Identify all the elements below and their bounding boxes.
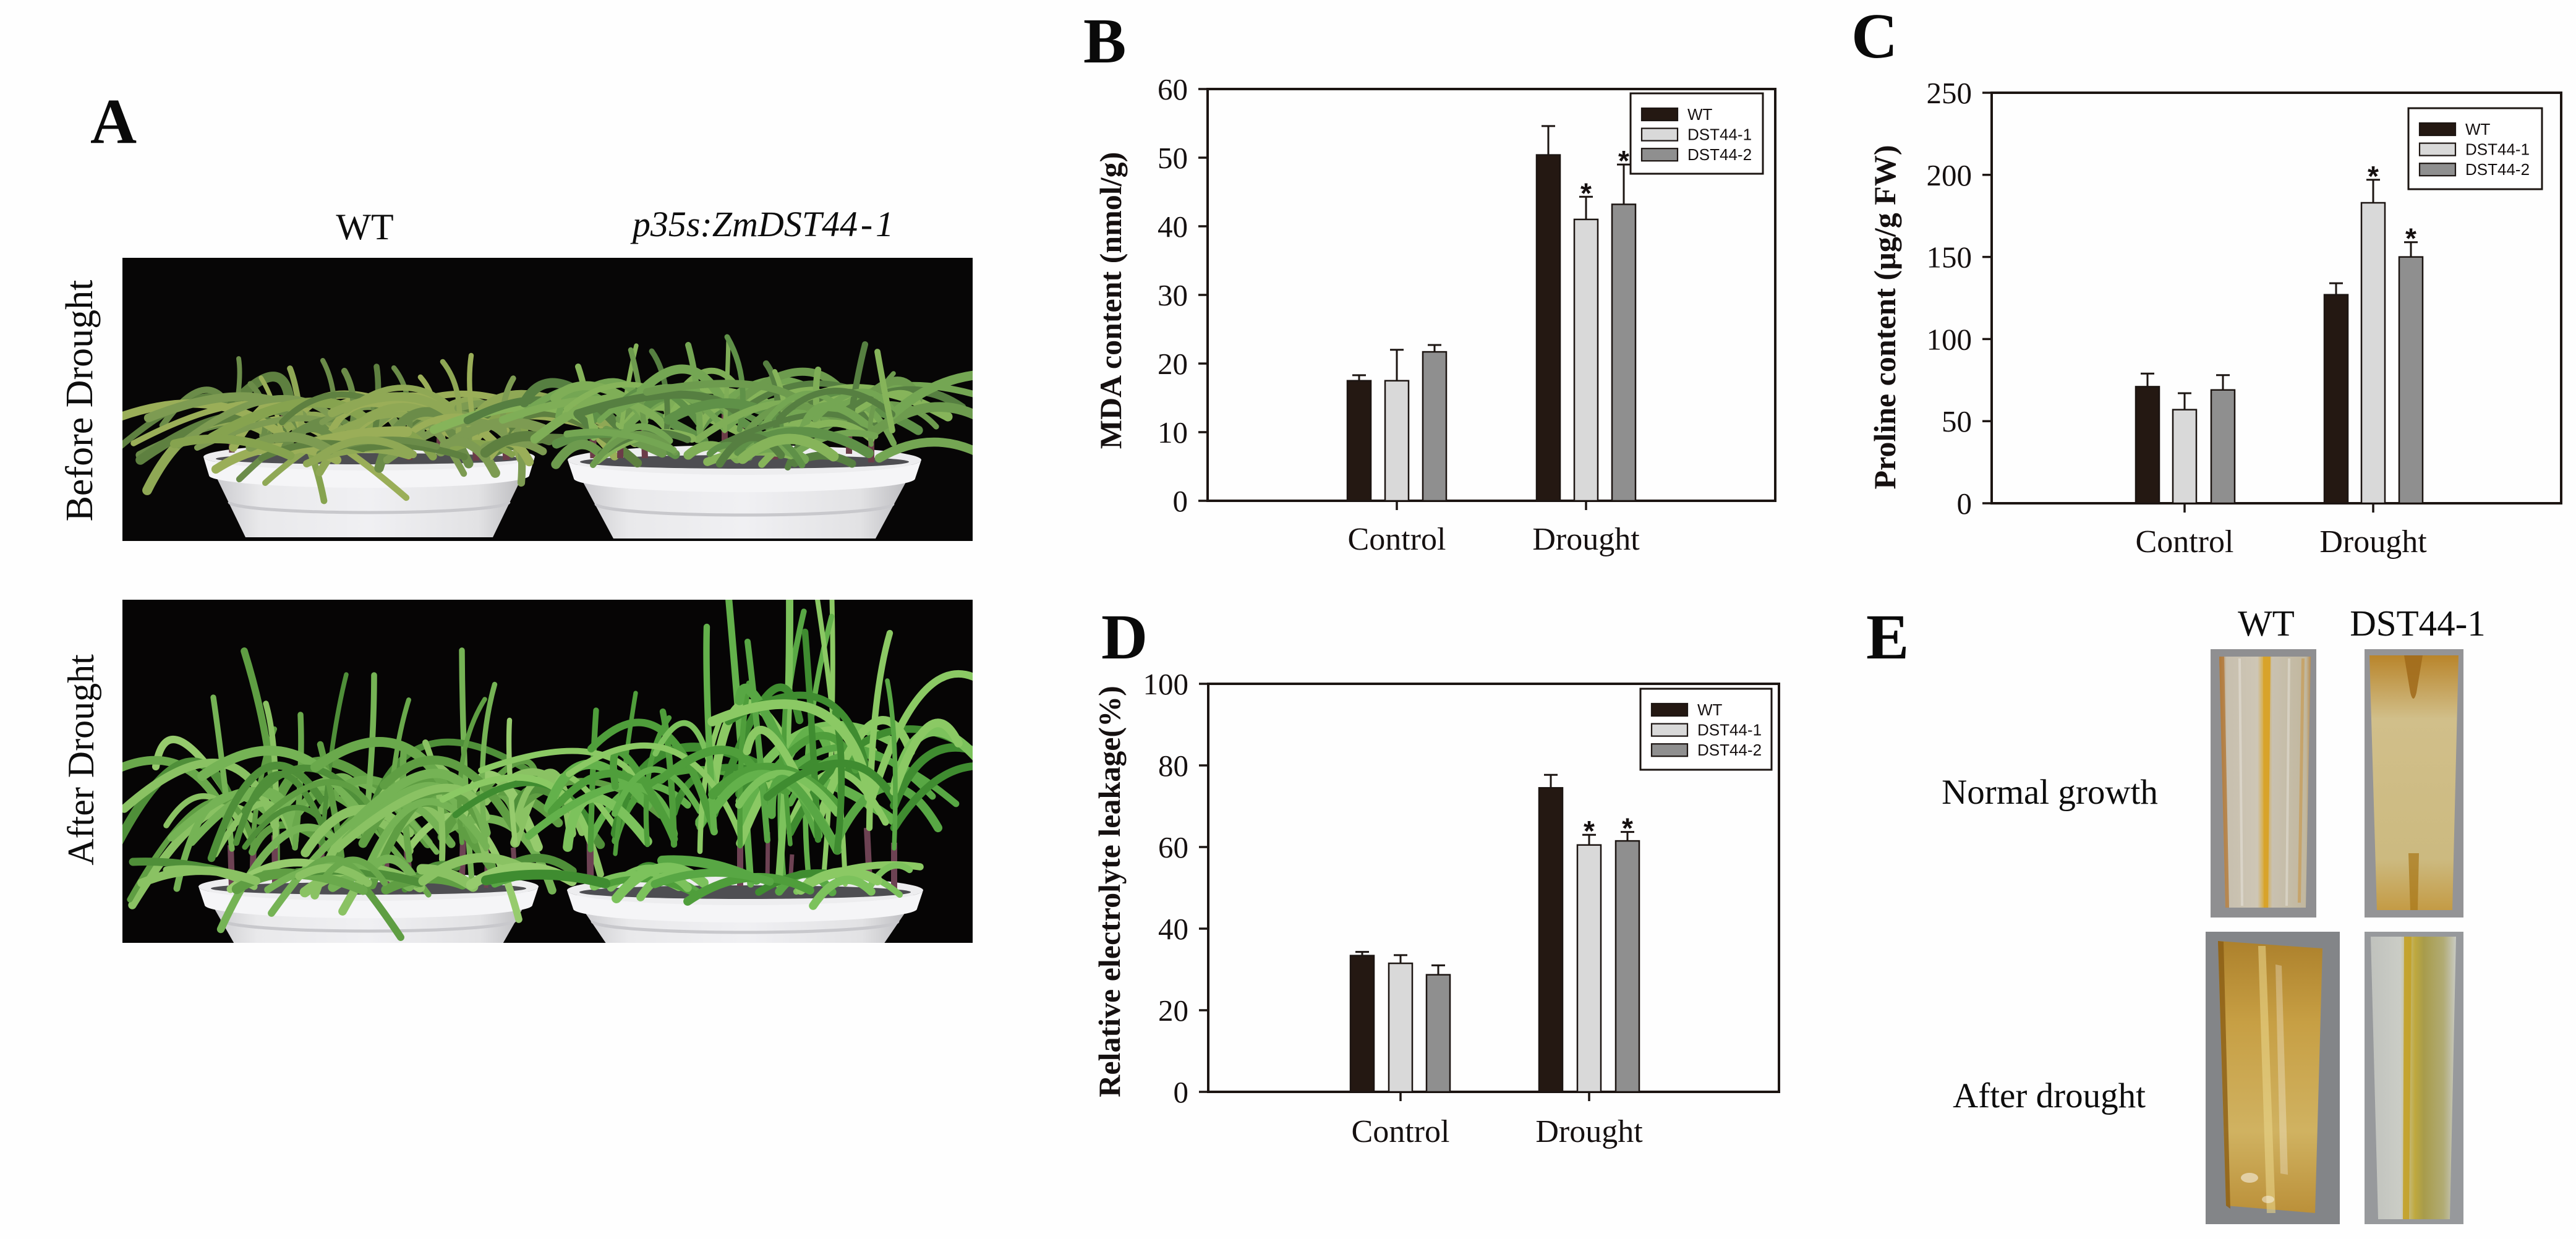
svg-text:A: A: [90, 86, 137, 157]
svg-text:0: 0: [1173, 484, 1188, 518]
svg-text:Proline content (µg/g FW): Proline content (µg/g FW): [1867, 145, 1902, 490]
svg-text:B: B: [1083, 6, 1126, 77]
svg-text:DST44-2: DST44-2: [1687, 145, 1752, 164]
svg-text:WT: WT: [336, 206, 393, 247]
svg-text:*: *: [1622, 812, 1633, 845]
svg-text:0: 0: [1174, 1075, 1189, 1109]
svg-text:DST44-1: DST44-1: [2350, 603, 2486, 644]
svg-text:Control: Control: [2136, 524, 2234, 560]
svg-text:DST44-1: DST44-1: [1697, 721, 1762, 739]
svg-text:80: 80: [1158, 749, 1188, 783]
svg-text:After drought: After drought: [1953, 1076, 2146, 1115]
svg-text:Control: Control: [1352, 1114, 1450, 1149]
svg-text:*: *: [1584, 815, 1595, 847]
svg-text:DST44-1: DST44-1: [2465, 140, 2530, 159]
svg-text:60: 60: [1158, 830, 1188, 864]
svg-text:150: 150: [1927, 241, 1973, 275]
svg-text:E: E: [1866, 602, 1909, 673]
svg-text:MDA content (nmol/g): MDA content (nmol/g): [1093, 152, 1128, 449]
svg-text:50: 50: [1942, 404, 1972, 438]
svg-text:WT: WT: [2238, 603, 2295, 644]
svg-text:200: 200: [1927, 158, 1973, 192]
svg-text:Normal growth: Normal growth: [1942, 773, 2158, 812]
svg-text:60: 60: [1158, 72, 1188, 106]
svg-text:DST44-2: DST44-2: [1697, 741, 1762, 759]
svg-text:100: 100: [1143, 667, 1189, 701]
svg-text:20: 20: [1158, 994, 1188, 1028]
svg-text:Before Drought: Before Drought: [59, 280, 101, 522]
svg-text:50: 50: [1158, 141, 1188, 175]
svg-text:250: 250: [1927, 76, 1973, 110]
svg-text:40: 40: [1158, 912, 1188, 946]
svg-text:*: *: [2405, 223, 2416, 255]
svg-text:Control: Control: [1348, 522, 1446, 557]
svg-text:C: C: [1851, 1, 1898, 72]
svg-text:20: 20: [1158, 347, 1188, 381]
svg-text:*: *: [1580, 177, 1592, 209]
svg-text:After Drought: After Drought: [61, 654, 101, 866]
svg-text:*: *: [1618, 145, 1629, 177]
svg-text:Drought: Drought: [2319, 524, 2427, 560]
svg-text:DST44-2: DST44-2: [2465, 160, 2530, 179]
svg-text:10: 10: [1158, 415, 1188, 449]
svg-text:p35s:ZmDST44 - 1: p35s:ZmDST44 - 1: [630, 204, 893, 244]
svg-text:0: 0: [1957, 487, 1973, 521]
svg-text:40: 40: [1158, 210, 1188, 244]
svg-text:Drought: Drought: [1535, 1114, 1643, 1149]
svg-text:*: *: [2368, 160, 2379, 192]
svg-text:Drought: Drought: [1532, 522, 1640, 557]
svg-text:D: D: [1101, 602, 1148, 673]
svg-text:Relative electrolyte leakage(%: Relative electrolyte leakage(%): [1092, 686, 1127, 1097]
svg-text:100: 100: [1927, 322, 1973, 356]
svg-text:WT: WT: [1687, 105, 1713, 124]
svg-text:WT: WT: [1697, 700, 1723, 719]
svg-text:DST44-1: DST44-1: [1687, 126, 1752, 144]
svg-text:30: 30: [1158, 278, 1188, 312]
svg-text:WT: WT: [2465, 120, 2491, 138]
